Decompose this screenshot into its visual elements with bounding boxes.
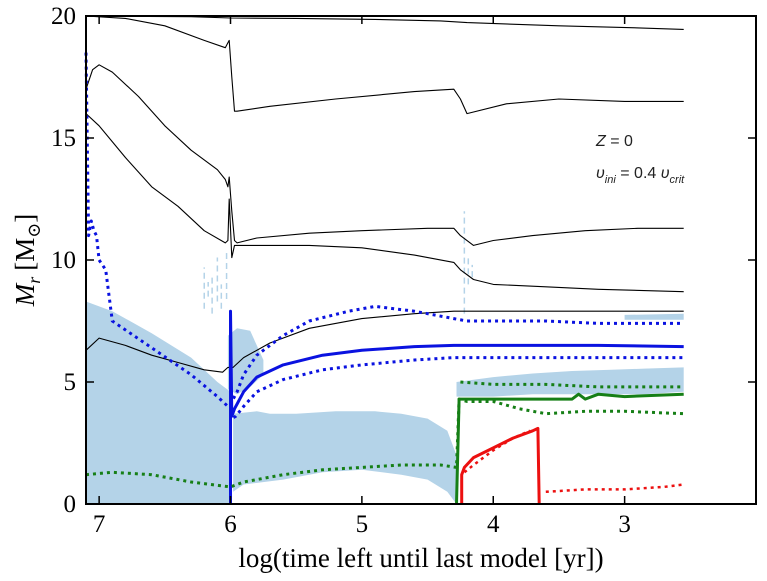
y-axis-unit-close: ] bbox=[10, 214, 40, 223]
series-isomass-15-msun bbox=[85, 113, 684, 293]
convective-region-h-burning-convective-core bbox=[86, 301, 231, 504]
rotation-variable: υ bbox=[596, 165, 605, 182]
y-tick-label-20: 20 bbox=[51, 3, 76, 30]
x-tick-label-3: 3 bbox=[618, 511, 631, 538]
convective-region-intermediate-convective-zone-1 bbox=[233, 411, 457, 504]
metallicity-annotation: Z = 0 bbox=[595, 133, 633, 150]
series-lines bbox=[84, 15, 684, 505]
y-axis-unit-symbol: ⊙ bbox=[24, 223, 44, 238]
y-tick-label-0: 0 bbox=[64, 491, 77, 518]
rotation-annotation: υini = 0.4 υcrit bbox=[596, 165, 685, 186]
rotation-subscript: ini bbox=[605, 174, 617, 186]
x-tick-label-6: 6 bbox=[224, 511, 237, 538]
x-tick-label-7: 7 bbox=[93, 511, 106, 538]
series-c-lower-dotted bbox=[545, 483, 684, 494]
y-axis-title: Mr [M⊙] bbox=[10, 214, 44, 308]
rotation-critical-variable: υ bbox=[661, 165, 670, 182]
axis-ticks: 7 6 5 4 3 0 5 10 15 20 bbox=[51, 3, 756, 538]
metallicity-value: = 0 bbox=[606, 133, 633, 150]
y-tick-label-15: 15 bbox=[51, 125, 76, 152]
y-axis-symbol: M bbox=[10, 282, 40, 307]
series-isomass-20-msun bbox=[85, 15, 684, 30]
series-c-core bbox=[460, 426, 541, 505]
x-tick-label-4: 4 bbox=[487, 511, 500, 538]
series-h-shell-upper-dotted bbox=[84, 52, 684, 408]
convective-regions bbox=[86, 211, 684, 504]
series-he-upper-dotted bbox=[460, 380, 684, 389]
series-c-upper-dotted bbox=[463, 429, 531, 474]
series-isomass-7-msun bbox=[85, 310, 684, 373]
series-isomass-17-msun bbox=[85, 64, 684, 246]
y-tick-label-5: 5 bbox=[64, 369, 77, 396]
convective-region-upper-envelope-streak bbox=[624, 313, 684, 320]
series-h-shell-boundary bbox=[229, 309, 684, 504]
convective-region-shell-convective-zone bbox=[227, 328, 264, 395]
y-tick-label-10: 10 bbox=[51, 247, 76, 274]
y-axis-subscript: r bbox=[24, 276, 44, 284]
series-isomass-19-msun bbox=[85, 15, 684, 115]
convective-region-he-shell-convective-zone bbox=[456, 367, 684, 397]
x-axis-title: log(time left until last model [yr]) bbox=[238, 543, 603, 573]
rotation-critical-subscript: crit bbox=[670, 174, 686, 186]
metallicity-variable: Z bbox=[595, 133, 607, 150]
series-he-lower-dotted bbox=[85, 397, 684, 489]
y-axis-unit-open: [M bbox=[10, 238, 40, 271]
rotation-value: = 0.4 bbox=[616, 165, 661, 182]
x-tick-label-5: 5 bbox=[356, 511, 369, 538]
